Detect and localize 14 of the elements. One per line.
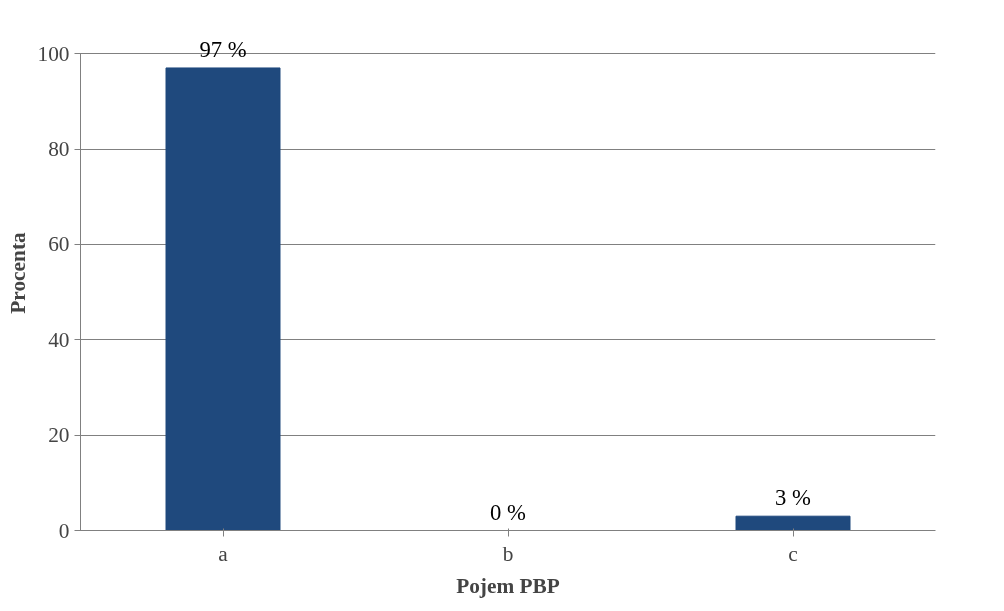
y-tick-label: 20 <box>48 423 70 448</box>
y-tick-label: 60 <box>48 232 70 257</box>
y-tick-label: 0 <box>58 518 70 543</box>
x-tick-label: c <box>788 541 798 566</box>
y-tick-label: 40 <box>48 327 70 352</box>
y-tick-label: 100 <box>37 41 70 66</box>
x-tick-label: b <box>502 541 514 566</box>
x-axis-title: Pojem PBP <box>456 573 560 598</box>
data-label: 3 % <box>775 485 812 511</box>
y-tick-label: 80 <box>48 137 70 162</box>
data-label: 0 % <box>490 499 527 525</box>
data-label: 97 % <box>199 36 247 62</box>
x-tick-label: a <box>218 541 229 566</box>
y-axis-title: Procenta <box>5 232 30 314</box>
